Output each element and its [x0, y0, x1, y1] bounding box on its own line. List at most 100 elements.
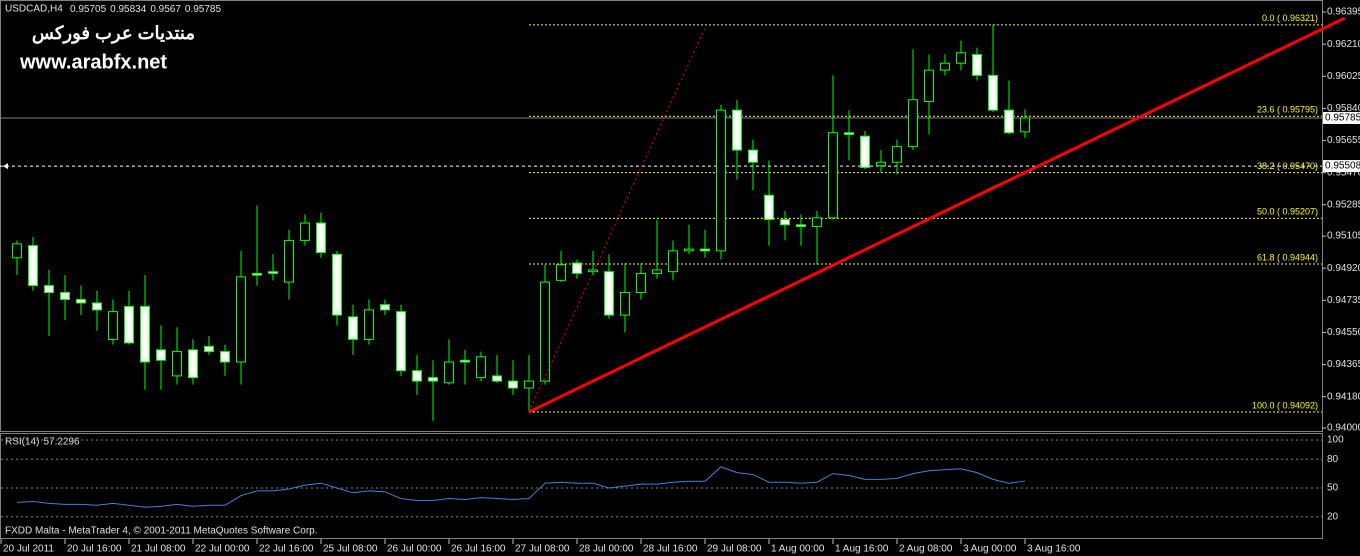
y-tick-label: 0.94180 — [1327, 391, 1360, 402]
x-tick-label: 29 Jul 08:00 — [707, 544, 762, 555]
candle-body — [28, 245, 38, 287]
candle-body — [220, 351, 230, 363]
candle-body — [380, 304, 390, 311]
fib-label: 38.2 ( 0.95470) — [1257, 161, 1318, 171]
candle-body — [12, 243, 22, 259]
candle-body — [812, 217, 822, 228]
candle-body — [620, 292, 630, 316]
candle-body — [252, 272, 262, 276]
y-tick-label: 0.96025 — [1327, 71, 1360, 82]
candle-body — [556, 264, 566, 281]
order-arrow — [3, 163, 8, 170]
candle-body — [780, 219, 790, 226]
candle-body — [364, 309, 374, 340]
x-tick-label: 2 Aug 08:00 — [899, 544, 953, 555]
candle-body — [396, 311, 406, 372]
candle-body — [300, 222, 310, 241]
x-tick-label: 21 Jul 08:00 — [131, 544, 186, 555]
candle-body — [636, 272, 646, 294]
candle-body — [508, 380, 518, 389]
x-tick-label: 3 Aug 00:00 — [963, 544, 1017, 555]
candle-body — [876, 161, 886, 167]
order-label: 0.95508 — [1325, 161, 1360, 172]
candle-body — [588, 269, 598, 273]
y-tick-label: 0.95470 — [1327, 167, 1360, 178]
candle-body — [828, 132, 838, 219]
x-tick-label: 22 Jul 00:00 — [195, 544, 250, 555]
candle-body — [540, 281, 550, 382]
ohlc-close: 0.95785 — [185, 4, 222, 15]
rsi-tick-label: 50 — [1327, 483, 1339, 494]
x-tick-label: 28 Jul 00:00 — [579, 544, 634, 555]
candle-body — [92, 302, 102, 311]
candle-body — [348, 316, 358, 340]
candle-body — [668, 250, 678, 273]
x-tick-label: 20 Jul 2011 — [3, 544, 54, 555]
fib-diagonal — [528, 28, 706, 413]
rsi-tick-label: 100 — [1327, 435, 1344, 446]
candle-body — [476, 356, 486, 379]
price-panel-frame — [0, 0, 1323, 432]
candle-body — [796, 224, 806, 228]
rsi-tick-label: 20 — [1327, 511, 1339, 522]
bid-box — [1323, 111, 1360, 124]
y-tick-label: 0.95655 — [1327, 135, 1360, 146]
y-tick-label: 0.95105 — [1327, 231, 1360, 242]
candle-body — [76, 298, 86, 304]
rsi-panel-frame — [0, 433, 1323, 539]
y-tick-label: 0.96395 — [1327, 7, 1360, 18]
candle-body — [604, 271, 614, 316]
candle-body — [284, 239, 294, 283]
y-tick-label: 0.95840 — [1327, 103, 1360, 114]
candle-body — [60, 292, 70, 300]
bid-label: 0.95785 — [1325, 113, 1360, 124]
candle-body — [972, 54, 982, 76]
candle-body — [940, 62, 950, 71]
candle-body — [1004, 109, 1014, 134]
watermark-arabic: منتديات عرب فوركس — [32, 23, 195, 44]
candle-body — [924, 69, 934, 102]
rsi-line — [16, 466, 1026, 508]
candle-body — [316, 222, 326, 254]
fib-label: 50.0 ( 0.95207) — [1257, 207, 1318, 217]
x-tick-label: 20 Jul 16:00 — [67, 544, 122, 555]
x-tick-label: 1 Aug 00:00 — [771, 544, 825, 555]
candle-body — [188, 349, 198, 379]
candle-body — [492, 375, 502, 382]
x-tick-label: 25 Jul 08:00 — [323, 544, 378, 555]
rsi-title: RSI(14) — [5, 437, 39, 448]
candle-body — [892, 146, 902, 163]
candle-body — [748, 149, 758, 163]
fib-label: 0.0 ( 0.96321) — [1262, 13, 1318, 23]
y-tick-label: 0.94920 — [1327, 263, 1360, 274]
footer: FXDD Malta - MetaTrader 4, © 2001-2011 M… — [5, 526, 318, 537]
x-tick-label: 3 Aug 16:00 — [1027, 544, 1081, 555]
candle-body — [156, 349, 166, 361]
symbol-label: USDCAD,H4 — [5, 4, 63, 15]
candle-body — [332, 253, 342, 316]
x-tick-label: 26 Jul 00:00 — [387, 544, 442, 555]
y-tick-label: 0.94365 — [1327, 359, 1360, 370]
candle-body — [652, 269, 662, 274]
y-tick-label: 0.96210 — [1327, 39, 1360, 50]
ohlc-open: 0.95705 — [70, 4, 107, 15]
trendline — [528, 16, 1346, 414]
rsi-value: 57.2296 — [43, 437, 80, 448]
candle-body — [444, 361, 454, 384]
candle-body — [716, 109, 726, 252]
candle-body — [204, 345, 214, 353]
candle-body — [860, 135, 870, 168]
candle-body — [140, 305, 150, 363]
y-tick-label: 0.95285 — [1327, 199, 1360, 210]
candle-body — [172, 351, 182, 377]
fib-label: 23.6 ( 0.95795) — [1257, 105, 1318, 115]
candle-body — [44, 285, 54, 294]
y-tick-label: 0.94550 — [1327, 327, 1360, 338]
candle-body — [236, 276, 246, 363]
candle-body — [524, 380, 534, 389]
x-tick-label: 26 Jul 16:00 — [451, 544, 506, 555]
candle-body — [124, 305, 134, 344]
candle-body — [412, 370, 422, 382]
candle-body — [732, 109, 742, 151]
candle-body — [108, 311, 118, 340]
